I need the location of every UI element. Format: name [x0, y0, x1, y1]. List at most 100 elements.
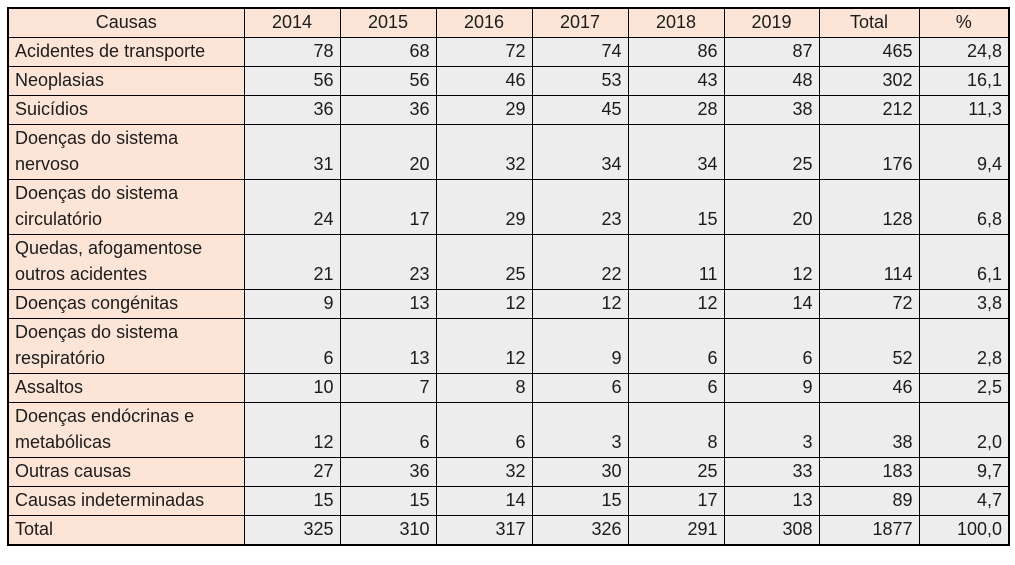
column-header: % [918, 7, 1010, 38]
value-cell: 86 [627, 37, 725, 67]
value-cell: 212 [818, 95, 920, 125]
cause-label-cell: Outras causas [7, 457, 245, 487]
value-cell: 6,8 [918, 179, 1010, 235]
cause-label-cell: Doenças do sistema circulatório [7, 179, 245, 235]
cause-label-cell: Suicídios [7, 95, 245, 125]
value-cell: 33 [723, 457, 820, 487]
value-cell: 12 [531, 289, 629, 319]
column-header: 2016 [435, 7, 533, 38]
column-header: Total [818, 7, 920, 38]
value-cell: 6 [435, 402, 533, 458]
table-row: Causas indeterminadas 15 15 14 15 17 13 89 4,7 [7, 486, 1010, 516]
value-cell: 24,8 [918, 37, 1010, 67]
value-cell: 1877 [818, 515, 920, 546]
value-cell: 7 [339, 373, 437, 403]
value-cell: 100,0 [918, 515, 1010, 546]
value-cell: 128 [818, 179, 920, 235]
cause-label-cell: Acidentes de transporte [7, 37, 245, 67]
value-cell: 6 [339, 402, 437, 458]
cause-label-cell: Causas indeterminadas [7, 486, 245, 516]
value-cell: 13 [723, 486, 820, 516]
value-cell: 9,7 [918, 457, 1010, 487]
table-row: Assaltos 10 7 8 6 6 9 46 2,5 [7, 373, 1010, 403]
value-cell: 23 [531, 179, 629, 235]
value-cell: 6,1 [918, 234, 1010, 290]
value-cell: 183 [818, 457, 920, 487]
value-cell: 326 [531, 515, 629, 546]
table-row: Doenças do sistema circulatório 24 17 29 23 1… [7, 179, 1010, 235]
value-cell: 34 [531, 124, 629, 180]
value-cell: 21 [243, 234, 341, 290]
value-cell: 11 [627, 234, 725, 290]
column-header: 2017 [531, 7, 629, 38]
value-cell: 15 [531, 486, 629, 516]
value-cell: 25 [627, 457, 725, 487]
cause-label-cell: Doenças do sistema respiratório [7, 318, 245, 374]
table-row: Total 325 310 317 326 291 308 1877 100,0 [7, 515, 1010, 546]
value-cell: 302 [818, 66, 920, 96]
value-cell: 56 [339, 66, 437, 96]
value-cell: 17 [627, 486, 725, 516]
value-cell: 52 [818, 318, 920, 374]
value-cell: 46 [435, 66, 533, 96]
cause-label-cell: Total [7, 515, 245, 546]
value-cell: 291 [627, 515, 725, 546]
table-row: Outras causas 27 36 32 30 25 33 183 9,7 [7, 457, 1010, 487]
value-cell: 43 [627, 66, 725, 96]
value-cell: 2,0 [918, 402, 1010, 458]
value-cell: 34 [627, 124, 725, 180]
value-cell: 11,3 [918, 95, 1010, 125]
value-cell: 20 [723, 179, 820, 235]
table-row: Doenças congénitas 9 13 12 12 12 14 72 3,8 [7, 289, 1010, 319]
value-cell: 13 [339, 318, 437, 374]
value-cell: 68 [339, 37, 437, 67]
value-cell: 8 [627, 402, 725, 458]
table-head: Causas 2014 2015 2016 2017 2018 2019 Total% [7, 7, 1010, 38]
value-cell: 25 [435, 234, 533, 290]
value-cell: 30 [531, 457, 629, 487]
column-header: Causas [7, 7, 245, 38]
column-header: 2014 [243, 7, 341, 38]
value-cell: 74 [531, 37, 629, 67]
causes-table-wrapper: Causas 2014 2015 2016 2017 2018 2019 Total% Aci… [7, 7, 1010, 546]
table-row: Doenças do sistema nervoso 31 20 32 34 34 25 17… [7, 124, 1010, 180]
value-cell: 317 [435, 515, 533, 546]
value-cell: 308 [723, 515, 820, 546]
value-cell: 16,1 [918, 66, 1010, 96]
table-row: Quedas, afogamentose outros acidentes 21 2… [7, 234, 1010, 290]
value-cell: 3 [531, 402, 629, 458]
value-cell: 29 [435, 95, 533, 125]
value-cell: 9,4 [918, 124, 1010, 180]
value-cell: 28 [627, 95, 725, 125]
value-cell: 4,7 [918, 486, 1010, 516]
value-cell: 3,8 [918, 289, 1010, 319]
column-header: 2019 [723, 7, 820, 38]
value-cell: 38 [723, 95, 820, 125]
table-row: Acidentes de transporte 78 68 72 74 86 87 465 24… [7, 37, 1010, 67]
value-cell: 31 [243, 124, 341, 180]
table-row: Suicídios 36 36 29 45 28 38 212 11,3 [7, 95, 1010, 125]
value-cell: 78 [243, 37, 341, 67]
value-cell: 12 [243, 402, 341, 458]
table-row: Doenças endócrinas e metabólicas 12 6 6 3 8 3 3… [7, 402, 1010, 458]
value-cell: 13 [339, 289, 437, 319]
value-cell: 24 [243, 179, 341, 235]
table-row: Neoplasias 56 56 46 53 43 48 302 16,1 [7, 66, 1010, 96]
value-cell: 12 [627, 289, 725, 319]
value-cell: 14 [723, 289, 820, 319]
cause-label-cell: Neoplasias [7, 66, 245, 96]
cause-label-cell: Doenças endócrinas e metabólicas [7, 402, 245, 458]
value-cell: 72 [435, 37, 533, 67]
value-cell: 15 [627, 179, 725, 235]
value-cell: 48 [723, 66, 820, 96]
value-cell: 9 [531, 318, 629, 374]
value-cell: 36 [339, 95, 437, 125]
value-cell: 23 [339, 234, 437, 290]
value-cell: 22 [531, 234, 629, 290]
value-cell: 46 [818, 373, 920, 403]
value-cell: 17 [339, 179, 437, 235]
cause-label-cell: Doenças do sistema nervoso [7, 124, 245, 180]
value-cell: 9 [723, 373, 820, 403]
value-cell: 114 [818, 234, 920, 290]
cause-label-cell: Quedas, afogamentose outros acidentes [7, 234, 245, 290]
